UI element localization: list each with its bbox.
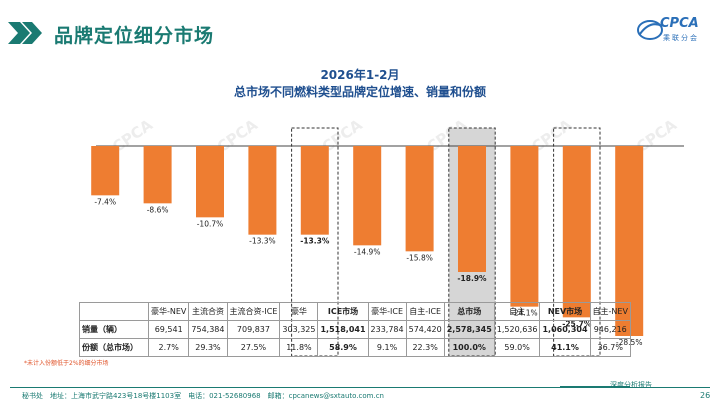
data-label: -13.3% [249, 237, 276, 246]
table-cell: 58.9% [317, 338, 369, 357]
table-cell: 709,837 [226, 320, 281, 339]
column-header: 豪华-NEV [147, 302, 190, 321]
chart-subtitle: 总市场不同燃料类型品牌定位增速、销量和份额 [233, 85, 486, 99]
bar [405, 146, 434, 252]
table-cell: 754,384 [188, 320, 228, 339]
table-cell: 9.1% [367, 338, 407, 357]
logo-subtext: 乘联分会 [663, 34, 699, 42]
table-cell: 29.3% [188, 338, 228, 357]
table-cell: 2,578,345 [443, 320, 495, 339]
data-table: 豪华-NEV 主流合资 主流合资-ICE 豪华 ICE市场 豪华-ICE 自主-… [79, 302, 631, 357]
table-cell: 69,541 [147, 320, 190, 339]
table-row: 份额（总市场） 2.7% 29.3% 27.5% 11.8% 58.9% 9.1… [79, 338, 631, 357]
column-header: 总市场 [443, 302, 495, 321]
data-label: -14.9% [354, 247, 381, 256]
column-header: 主流合资-ICE [226, 302, 281, 321]
row-header: 份额（总市场） [79, 338, 149, 357]
table-cell: 22.3% [405, 338, 445, 357]
table-cell: 1,518,041 [317, 320, 369, 339]
row-header: 销量（辆） [79, 320, 149, 339]
bar [91, 146, 120, 196]
table-cell: 946,216 [589, 320, 631, 339]
bar [300, 146, 329, 235]
table-cell: 2.7% [147, 338, 190, 357]
column-header: 豪华-ICE [367, 302, 407, 321]
column-header: 自主 [493, 302, 541, 321]
table-cell: 59.0% [493, 338, 541, 357]
data-label: -13.3% [300, 237, 330, 246]
header-chevrons-icon [8, 22, 42, 44]
footer-accent [560, 386, 630, 388]
table-cell: 233,784 [367, 320, 407, 339]
table-cell: 11.8% [279, 338, 319, 357]
table-cell: 27.5% [226, 338, 281, 357]
footer-report-label: 深度分析报告 [610, 381, 652, 389]
footnote: *未计入份额低于2%的细分市场 [24, 360, 109, 367]
table-cell: 1,060,304 [539, 320, 591, 339]
bar [196, 146, 224, 218]
column-header: 自主-ICE [405, 302, 445, 321]
table-cell: 100.0% [443, 338, 495, 357]
bar [562, 146, 591, 318]
data-label: -18.9% [457, 274, 487, 283]
footer-divider [10, 387, 710, 388]
bar [353, 146, 382, 246]
column-header: 豪华 [279, 302, 319, 321]
table-row: 销量（辆） 69,541 754,384 709,837 303,325 1,5… [79, 320, 631, 339]
bar [248, 146, 277, 235]
page-number: 26 [700, 391, 711, 400]
chart-title: 2026年1-2月 [320, 68, 400, 82]
logo-text: CPCA [660, 16, 699, 31]
column-header: 主流合资 [188, 302, 228, 321]
data-label: -10.7% [197, 219, 224, 228]
page-title: 品牌定位细分市场 [54, 25, 215, 47]
column-header: 自主-NEV [589, 302, 631, 321]
table-cell: 1,520,636 [493, 320, 541, 339]
table-corner-cell [79, 302, 149, 321]
cpca-logo-icon [637, 20, 663, 40]
bar [143, 146, 172, 204]
footer-contact: 秘书处 地址：上海市武宁路423号18号楼1103室 电话：021-526809… [22, 392, 384, 400]
table-header-row: 豪华-NEV 主流合资 主流合资-ICE 豪华 ICE市场 豪华-ICE 自主-… [79, 302, 631, 321]
data-label: -8.6% [147, 205, 169, 214]
bar [510, 146, 539, 307]
table-cell: 36.7% [589, 338, 631, 357]
column-header: ICE市场 [317, 302, 369, 321]
table-cell: 41.1% [539, 338, 591, 357]
table-cell: 574,420 [405, 320, 445, 339]
column-header: NEV市场 [539, 302, 591, 321]
data-label: -7.4% [94, 197, 116, 206]
data-label: -15.8% [406, 253, 433, 262]
bar [458, 146, 486, 272]
table-cell: 303,325 [279, 320, 319, 339]
